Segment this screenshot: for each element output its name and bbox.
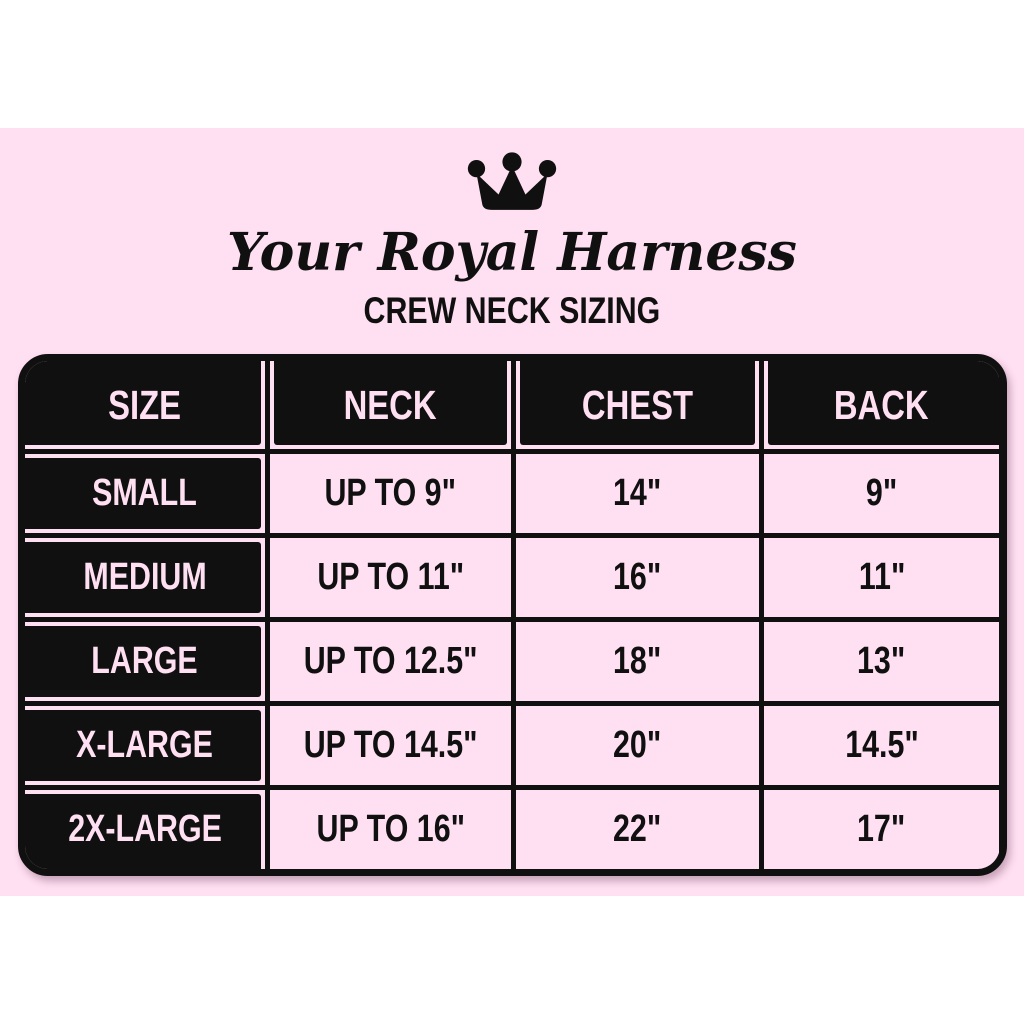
value-cell-large-chest: 18" bbox=[515, 622, 759, 701]
header-label: CHEST bbox=[581, 381, 693, 428]
value-cell-medium-neck: UP TO 11" bbox=[270, 538, 511, 617]
cell-value: 13" bbox=[857, 640, 906, 682]
cell-value: 14.5" bbox=[844, 724, 919, 766]
value-cell-x-large-chest: 20" bbox=[515, 706, 759, 785]
cell-value: UP TO 14.5" bbox=[303, 724, 478, 766]
value-cell-medium-chest: 16" bbox=[515, 538, 759, 617]
cell-value: 17" bbox=[857, 808, 906, 850]
cell-value: UP TO 12.5" bbox=[303, 640, 478, 682]
row-label: MEDIUM bbox=[83, 556, 207, 598]
cell-value: 14" bbox=[613, 472, 662, 514]
value-cell-2x-large-back: 17" bbox=[763, 790, 1000, 869]
value-cell-small-back: 9" bbox=[763, 454, 1000, 533]
row-label-large: LARGE bbox=[24, 622, 266, 701]
value-cell-2x-large-chest: 22" bbox=[515, 790, 759, 869]
cell-value: 18" bbox=[613, 640, 662, 682]
cell-value: 20" bbox=[613, 724, 662, 766]
header-cell-chest: CHEST bbox=[515, 361, 759, 449]
value-cell-2x-large-neck: UP TO 16" bbox=[270, 790, 511, 869]
row-label-fill bbox=[24, 710, 262, 781]
cell-value: UP TO 16" bbox=[316, 808, 465, 850]
value-cell-large-neck: UP TO 12.5" bbox=[270, 622, 511, 701]
crown-icon bbox=[464, 152, 560, 216]
header-cell-fill bbox=[274, 361, 507, 445]
row-label-medium: MEDIUM bbox=[24, 538, 266, 617]
header-cell-fill bbox=[24, 361, 262, 445]
header-cell-size: SIZE bbox=[24, 361, 266, 449]
row-label-2x-large: 2X-LARGE bbox=[24, 790, 266, 869]
row-label-fill bbox=[24, 458, 262, 529]
row-label-fill bbox=[24, 542, 262, 613]
header-label: SIZE bbox=[108, 381, 182, 428]
value-cell-x-large-back: 14.5" bbox=[763, 706, 1000, 785]
cell-value: 16" bbox=[613, 556, 662, 598]
page-title: CREW NECK SIZING bbox=[331, 288, 693, 334]
value-cell-large-back: 13" bbox=[763, 622, 1000, 701]
cell-value: 9" bbox=[865, 472, 898, 514]
header-cell-fill bbox=[767, 361, 1000, 445]
header-cell-fill bbox=[519, 361, 755, 445]
value-cell-x-large-neck: UP TO 14.5" bbox=[270, 706, 511, 785]
header-label: NECK bbox=[343, 381, 437, 428]
row-label: 2X-LARGE bbox=[67, 808, 222, 850]
row-label-small: SMALL bbox=[24, 454, 266, 533]
row-label-fill bbox=[24, 626, 262, 697]
page-title-text: CREW NECK SIZING bbox=[363, 290, 661, 331]
row-label-fill bbox=[24, 794, 262, 869]
value-cell-small-chest: 14" bbox=[515, 454, 759, 533]
cell-value: UP TO 9" bbox=[324, 472, 457, 514]
pink-panel: Your Royal Harness CREW NECK SIZING SIZE… bbox=[0, 128, 1024, 896]
brand-name: Your Royal Harness bbox=[227, 222, 797, 283]
cell-value: 22" bbox=[613, 808, 662, 850]
header-cell-neck: NECK bbox=[270, 361, 511, 449]
cell-value: 11" bbox=[858, 556, 905, 598]
value-cell-medium-back: 11" bbox=[763, 538, 1000, 617]
value-cell-small-neck: UP TO 9" bbox=[270, 454, 511, 533]
row-label: LARGE bbox=[91, 640, 198, 682]
row-label: SMALL bbox=[92, 472, 198, 514]
header-cell-back: BACK bbox=[763, 361, 1000, 449]
row-label-x-large: X-LARGE bbox=[24, 706, 266, 785]
cell-value: UP TO 11" bbox=[316, 556, 464, 598]
header-label: BACK bbox=[834, 381, 929, 428]
row-label: X-LARGE bbox=[76, 724, 214, 766]
sizing-table: SIZE NECK CHEST BACK SMALL UP TO 9" bbox=[17, 354, 1007, 876]
